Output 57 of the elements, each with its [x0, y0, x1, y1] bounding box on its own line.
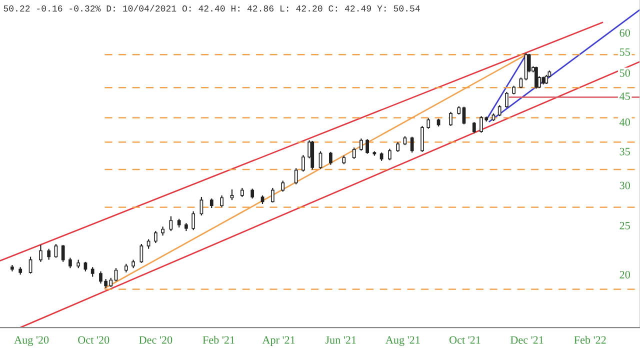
x-tick-label: Feb '22 — [574, 336, 606, 344]
x-tick-label: Oct '20 — [78, 336, 110, 344]
candlestick — [360, 138, 363, 152]
candlestick — [328, 151, 332, 166]
chart-title: 50.22 -0.16 -0.32% D: 10/04/2021 O: 42.40 H: 42.86 L: 42.20 C: 42.49 Y: 50.54 — [4, 4, 420, 12]
y-tick-label: 45 — [620, 92, 630, 100]
candlestick — [498, 104, 502, 117]
candlestick — [250, 188, 254, 200]
candlestick — [39, 244, 42, 262]
x-tick-label: Aug '21 — [386, 336, 420, 346]
candlestick — [240, 187, 244, 198]
candlestick — [220, 194, 224, 208]
x-tick-label: Aug '20 — [14, 336, 49, 346]
candlestick — [270, 187, 274, 203]
candlestick — [68, 257, 72, 269]
candlestick — [210, 198, 214, 209]
candlestick — [90, 266, 94, 278]
candlestick — [544, 74, 548, 85]
y-tick-label: 50 — [620, 69, 630, 77]
candlestick — [449, 111, 452, 126]
candlestick — [472, 122, 476, 134]
candlestick — [410, 136, 414, 154]
candlestick — [302, 154, 305, 172]
candlestick — [396, 142, 400, 152]
y-tick-label: 20 — [620, 270, 630, 278]
x-tick-label: Apr '21 — [262, 336, 295, 346]
candlestick — [519, 77, 523, 89]
candlestick — [294, 168, 298, 185]
x-tick-label: Dec '20 — [139, 336, 172, 344]
y-tick-label: 25 — [620, 222, 630, 230]
candlestick — [366, 138, 370, 154]
candlestick — [230, 188, 234, 201]
candlestick — [534, 66, 538, 90]
candlestick — [61, 244, 65, 262]
candlestick — [192, 210, 196, 231]
y-tick-label: 30 — [620, 182, 630, 190]
candlestick — [146, 238, 150, 250]
y-tick-label: 55 — [620, 48, 630, 56]
candlestick — [140, 243, 144, 264]
candlestick — [426, 118, 430, 130]
candlestick — [352, 147, 356, 160]
candlestick — [47, 248, 51, 260]
candlestick — [169, 216, 173, 232]
candlestick — [388, 148, 392, 161]
y-tick-label: 40 — [620, 118, 630, 126]
x-tick-label: Feb '21 — [202, 336, 234, 344]
y-tick-label: 35 — [620, 148, 630, 156]
x-tick-label: Jun '21 — [325, 336, 356, 344]
candlestick — [281, 180, 285, 192]
candlestick — [200, 196, 204, 216]
candlestick — [28, 256, 32, 274]
candlestick — [420, 125, 424, 152]
candlestick — [154, 230, 158, 244]
x-tick-label: Dec '21 — [510, 336, 544, 344]
candlestick — [505, 91, 508, 108]
y-tick-label: 60 — [620, 29, 630, 37]
x-tick-label: Oct '21 — [449, 336, 480, 344]
